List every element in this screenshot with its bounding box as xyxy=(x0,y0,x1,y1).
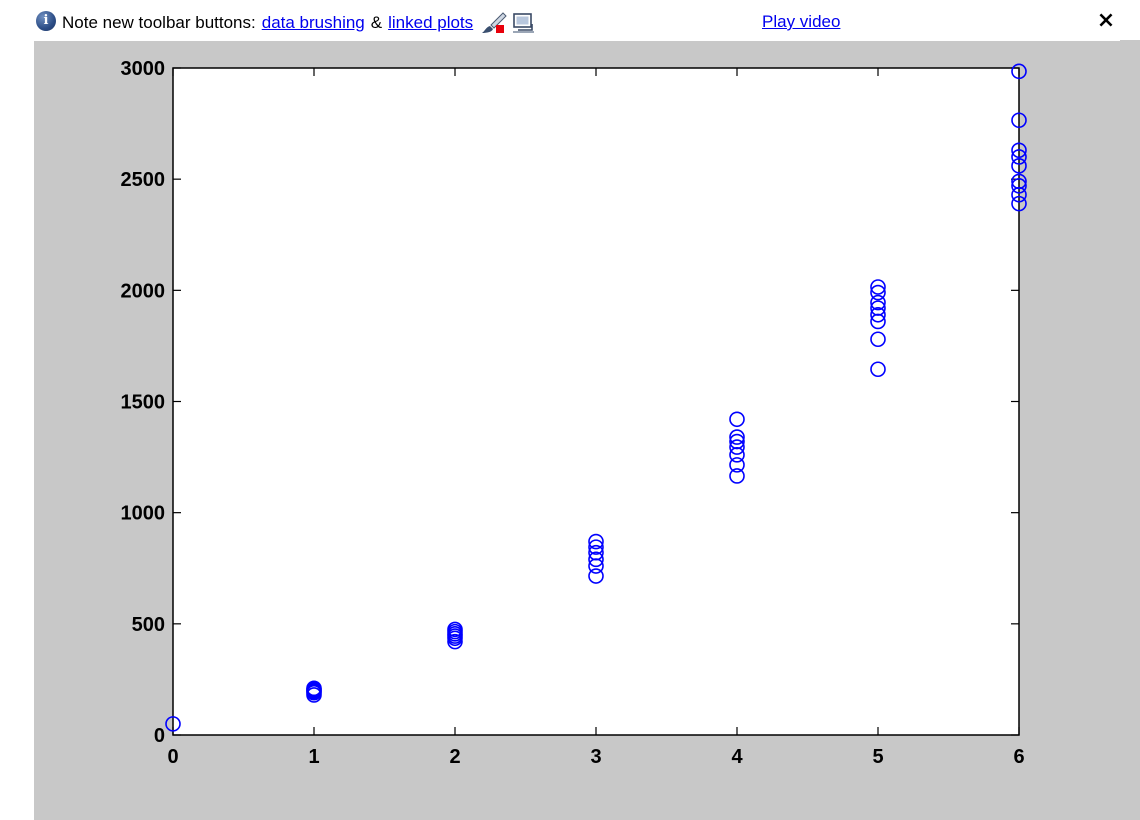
close-icon[interactable]: × xyxy=(1096,8,1116,33)
data-brushing-link[interactable]: data brushing xyxy=(261,13,365,32)
x-tick-label: 1 xyxy=(308,746,319,768)
linked-plots-icon[interactable] xyxy=(511,12,537,34)
data-point xyxy=(870,279,886,295)
data-point xyxy=(588,539,604,555)
data-point xyxy=(870,300,886,316)
data-point xyxy=(729,433,745,450)
y-tick-label: 2500 xyxy=(121,169,166,191)
figure-edge xyxy=(1120,40,1140,820)
x-tick-label: 5 xyxy=(872,746,883,768)
data-point xyxy=(1011,178,1027,194)
info-icon: i xyxy=(36,11,56,31)
data-point xyxy=(588,568,604,584)
data-point xyxy=(1011,149,1027,165)
y-tick-label: 500 xyxy=(132,614,165,636)
x-tick-label: 6 xyxy=(1013,746,1024,768)
data-point xyxy=(870,361,886,378)
axes-box xyxy=(172,67,1020,736)
data-point xyxy=(1011,173,1027,190)
data-point xyxy=(306,683,322,700)
y-tick-label: 2000 xyxy=(121,280,166,302)
data-point xyxy=(1011,63,1027,80)
data-point xyxy=(870,331,886,348)
data-point xyxy=(1011,195,1027,212)
brush-icon[interactable] xyxy=(481,12,507,34)
x-tick-label: 2 xyxy=(449,746,460,768)
y-tick-label: 1000 xyxy=(121,503,166,525)
notice-ampersand: & xyxy=(370,13,383,32)
y-tick-label: 1500 xyxy=(121,392,166,414)
notice-text: Note new toolbar buttons: xyxy=(62,13,256,32)
x-tick-label: 3 xyxy=(590,746,601,768)
x-tick-label: 4 xyxy=(731,746,743,768)
linked-plots-link[interactable]: linked plots xyxy=(388,13,474,32)
y-tick-label: 0 xyxy=(154,725,165,747)
data-point xyxy=(870,294,886,311)
data-point xyxy=(1011,112,1027,129)
data-point xyxy=(870,306,886,323)
data-point xyxy=(729,411,745,428)
data-point xyxy=(870,284,886,301)
data-point xyxy=(1011,142,1027,159)
data-point xyxy=(729,457,745,473)
x-tick-label: 0 xyxy=(167,746,178,768)
data-point xyxy=(588,533,604,550)
notification-bar: i Note new toolbar buttons: data brushin… xyxy=(0,0,1140,40)
notice-message: Note new toolbar buttons: data brushing … xyxy=(62,12,537,34)
data-point xyxy=(588,551,604,568)
data-point xyxy=(729,468,745,484)
data-point xyxy=(588,544,604,561)
data-point xyxy=(165,716,181,732)
data-point xyxy=(729,429,745,445)
data-point xyxy=(1011,158,1027,174)
data-point xyxy=(729,439,745,455)
data-point xyxy=(447,621,463,638)
y-tick-label: 3000 xyxy=(121,58,166,80)
play-video-link[interactable]: Play video xyxy=(762,12,841,31)
